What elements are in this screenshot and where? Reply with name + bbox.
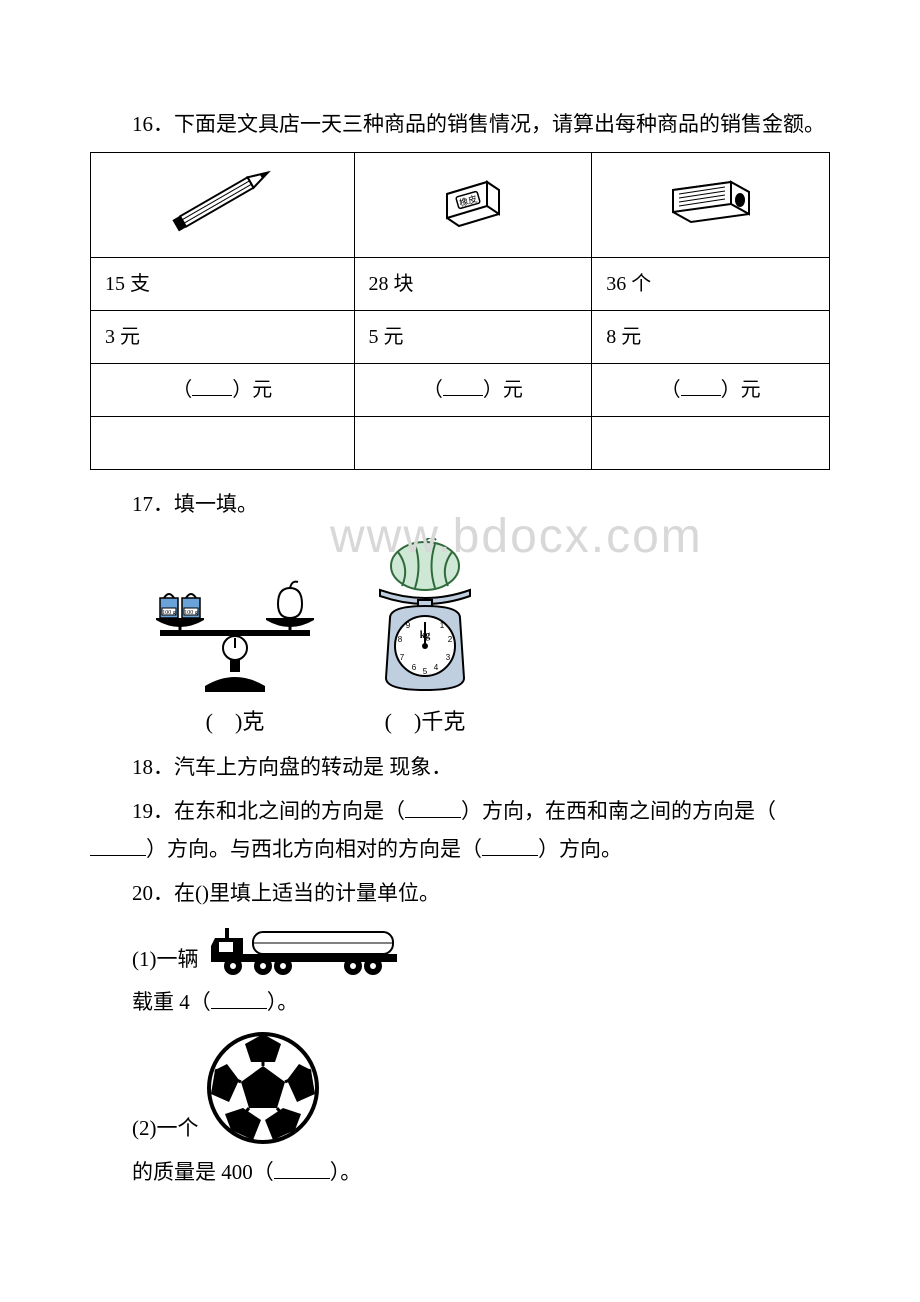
- balance-scale-icon: 100 g 100 g: [150, 568, 320, 698]
- q20-1-seg: 载重 4（: [132, 990, 211, 1014]
- svg-text:9: 9: [406, 621, 411, 630]
- scale-col: kg 1 2 3 4 5 6 7 8 9 ( )千克: [360, 538, 490, 742]
- cell-price: 3 元: [91, 310, 355, 363]
- q16-prompt: 16．下面是文具店一天三种商品的销售情况，请算出每种商品的销售金额。: [90, 106, 830, 144]
- q20-2-line2: 的质量是 400（ ）。: [132, 1154, 830, 1192]
- sharpener-icon: [661, 170, 761, 228]
- q18-text: 18．汽车上方向盘的转动是 现象．: [90, 749, 830, 787]
- paren-unit: ）元: [232, 379, 272, 401]
- svg-text:1: 1: [440, 621, 445, 630]
- cap-unit: )千克: [414, 709, 465, 734]
- table-row: （ ）元 （ ）元 （ ）元: [91, 363, 830, 416]
- cap-unit: )克: [235, 709, 264, 734]
- q20-1-line2: 载重 4（ ）。: [132, 984, 830, 1022]
- cap-open: (: [385, 709, 392, 734]
- cell-qty: 36 个: [592, 257, 830, 310]
- cell-empty: [354, 416, 592, 469]
- q19-seg: ）方向。: [538, 837, 622, 861]
- pencil-icon: [157, 159, 287, 239]
- balance-caption: ( )克: [206, 702, 265, 742]
- weight-label: 100 g: [184, 610, 198, 616]
- q19-seg: ）方向。与西北方向相对的方向是（: [146, 837, 482, 861]
- paren-unit: ）元: [721, 379, 761, 401]
- svg-text:6: 6: [412, 663, 417, 672]
- blank[interactable]: [192, 376, 232, 396]
- cell-empty: [91, 416, 355, 469]
- svg-text:8: 8: [398, 635, 403, 644]
- sales-table: 橡皮 15 支 28 块 36 个 3 元 5 元 8 元 （ ）元: [90, 152, 830, 470]
- cap-open: (: [206, 709, 213, 734]
- weight-label: 100 g: [162, 610, 176, 616]
- svg-text:3: 3: [446, 653, 451, 662]
- paren-open: （: [423, 379, 443, 401]
- paren-unit: ）元: [483, 379, 523, 401]
- q17-figure: 100 g 100 g ( )克: [150, 538, 830, 742]
- blank[interactable]: [405, 797, 461, 818]
- svg-text:4: 4: [434, 663, 439, 672]
- cell-total: （ ）元: [592, 363, 830, 416]
- cell-total: （ ）元: [91, 363, 355, 416]
- cell-empty: [592, 416, 830, 469]
- svg-text:7: 7: [400, 653, 405, 662]
- cell-total: （ ）元: [354, 363, 592, 416]
- q20-2-label: (2)一个: [132, 1110, 199, 1148]
- q20-prompt: 20．在()里填上适当的计量单位。: [90, 875, 830, 913]
- blank[interactable]: [482, 835, 538, 856]
- cell-sharpener-img: [592, 152, 830, 257]
- scale-caption: ( )千克: [385, 702, 466, 742]
- soccer-ball-icon: [203, 1028, 323, 1148]
- table-row: [91, 416, 830, 469]
- q20-2-seg: ）。: [330, 1160, 362, 1184]
- q19-seg: ）方向，在西和南之间的方向是（: [461, 799, 776, 823]
- blank[interactable]: [90, 835, 146, 856]
- table-row: 15 支 28 块 36 个: [91, 257, 830, 310]
- eraser-icon: 橡皮: [433, 164, 513, 234]
- svg-text:5: 5: [423, 667, 428, 676]
- q20-1-label: (1)一辆: [132, 941, 199, 979]
- q19-seg: 19．在东和北之间的方向是（: [132, 799, 405, 823]
- kitchen-scale-icon: kg 1 2 3 4 5 6 7 8 9: [360, 538, 490, 698]
- q20-1-seg: ）。: [267, 990, 299, 1014]
- svg-text:2: 2: [448, 635, 453, 644]
- blank[interactable]: [681, 376, 721, 396]
- cell-price: 8 元: [592, 310, 830, 363]
- blank[interactable]: [211, 988, 267, 1009]
- cell-eraser-img: 橡皮: [354, 152, 592, 257]
- cell-price: 5 元: [354, 310, 592, 363]
- blank[interactable]: [443, 376, 483, 396]
- q20-2-row: (2)一个: [132, 1028, 830, 1148]
- paren-open: （: [172, 379, 192, 401]
- q17-prompt: 17．填一填。: [90, 486, 830, 524]
- q20-2-seg: 的质量是 400（: [132, 1160, 274, 1184]
- cell-pencil-img: [91, 152, 355, 257]
- q20-1-row: (1)一辆: [132, 918, 830, 978]
- table-row: 橡皮: [91, 152, 830, 257]
- blank[interactable]: [274, 1158, 330, 1179]
- table-row: 3 元 5 元 8 元: [91, 310, 830, 363]
- balance-col: 100 g 100 g ( )克: [150, 568, 320, 742]
- cell-qty: 15 支: [91, 257, 355, 310]
- q19-text: 19．在东和北之间的方向是（ ）方向，在西和南之间的方向是（ ）方向。与西北方向相对…: [90, 793, 830, 869]
- truck-icon: [203, 918, 403, 978]
- paren-open: （: [661, 379, 681, 401]
- cell-qty: 28 块: [354, 257, 592, 310]
